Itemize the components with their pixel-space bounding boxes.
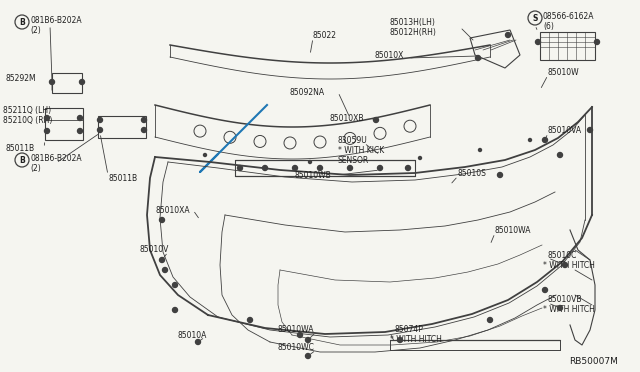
Circle shape [588,128,593,132]
Circle shape [378,166,383,170]
Circle shape [476,55,481,61]
Text: 85210Q (RH): 85210Q (RH) [3,115,52,125]
Text: 85012H(RH): 85012H(RH) [390,28,437,36]
Text: 85074P: 85074P [395,326,424,334]
Text: * WITH HITCH: * WITH HITCH [543,305,595,314]
Text: 081B6-B202A: 081B6-B202A [30,16,82,25]
Text: RB50007M: RB50007M [569,357,618,366]
Circle shape [348,166,353,170]
Text: 85010X: 85010X [375,51,404,60]
Circle shape [557,153,563,157]
Text: 85013H(LH): 85013H(LH) [390,17,436,26]
Text: 85010W: 85010W [548,67,580,77]
Text: 85010WC: 85010WC [278,343,315,353]
Text: 85010WB: 85010WB [295,170,332,180]
Text: 85092NA: 85092NA [290,87,325,96]
Circle shape [308,160,312,164]
Circle shape [248,317,253,323]
Circle shape [529,138,531,141]
Text: 83059U: 83059U [338,135,368,144]
Text: 08566-6162A: 08566-6162A [543,12,595,20]
Circle shape [159,218,164,222]
Text: 85010V: 85010V [140,246,170,254]
Text: (6): (6) [543,22,554,31]
Circle shape [49,80,54,84]
Circle shape [406,166,410,170]
Text: B: B [19,155,25,164]
Circle shape [397,337,403,343]
Circle shape [195,340,200,344]
Circle shape [317,166,323,170]
Circle shape [173,282,177,288]
Text: 85211Q (LH): 85211Q (LH) [3,106,51,115]
Circle shape [543,138,547,142]
Circle shape [305,337,310,343]
Text: 85010VB: 85010VB [548,295,582,305]
Text: SENSOR: SENSOR [338,155,369,164]
Circle shape [479,148,481,151]
Circle shape [45,115,49,121]
Circle shape [419,157,422,160]
Circle shape [163,267,168,273]
Text: 85010WA: 85010WA [278,326,314,334]
Text: 85010A: 85010A [178,330,207,340]
Circle shape [237,166,243,170]
Circle shape [543,288,547,292]
Circle shape [506,32,511,38]
Text: 85010S: 85010S [458,169,487,177]
Circle shape [159,257,164,263]
Circle shape [77,115,83,121]
Circle shape [557,305,563,311]
Text: 85010VA: 85010VA [548,125,582,135]
Circle shape [77,128,83,134]
Circle shape [262,166,268,170]
Text: B: B [19,17,25,26]
Text: 85010C: 85010C [548,250,577,260]
Circle shape [536,39,541,45]
Text: S: S [532,13,538,22]
Circle shape [305,353,310,359]
Text: 081B6-B202A: 081B6-B202A [30,154,82,163]
Text: 85010XA: 85010XA [155,205,189,215]
Circle shape [298,333,303,337]
Circle shape [204,154,207,157]
Circle shape [497,173,502,177]
Circle shape [97,118,102,122]
Circle shape [563,263,568,267]
Text: 85010XB: 85010XB [330,113,365,122]
Text: 85022: 85022 [313,31,337,39]
Text: 85010WA: 85010WA [495,225,531,234]
Circle shape [173,308,177,312]
Text: 85011B: 85011B [5,144,34,153]
Text: (2): (2) [30,164,41,173]
Circle shape [292,166,298,170]
Circle shape [595,39,600,45]
Circle shape [79,80,84,84]
Circle shape [97,128,102,132]
Text: (2): (2) [30,26,41,35]
Text: 85292M: 85292M [5,74,36,83]
Circle shape [374,118,378,122]
Circle shape [141,128,147,132]
Text: 85011B: 85011B [108,173,137,183]
Text: * WITH KICK: * WITH KICK [338,145,384,154]
Text: * WITH HITCH: * WITH HITCH [543,260,595,269]
Circle shape [141,118,147,122]
Circle shape [488,317,493,323]
Circle shape [45,128,49,134]
Text: * WITH HITCH: * WITH HITCH [390,336,442,344]
